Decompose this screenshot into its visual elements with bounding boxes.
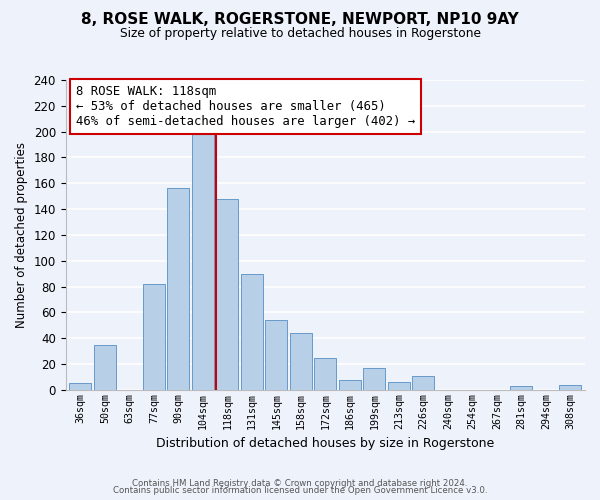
Bar	[192, 129, 214, 390]
Bar	[388, 382, 410, 390]
Text: Contains HM Land Registry data © Crown copyright and database right 2024.: Contains HM Land Registry data © Crown c…	[132, 478, 468, 488]
Text: 8, ROSE WALK, ROGERSTONE, NEWPORT, NP10 9AY: 8, ROSE WALK, ROGERSTONE, NEWPORT, NP10 …	[81, 12, 519, 28]
Bar	[290, 333, 312, 390]
Bar	[559, 384, 581, 390]
Text: 8 ROSE WALK: 118sqm
← 53% of detached houses are smaller (465)
46% of semi-detac: 8 ROSE WALK: 118sqm ← 53% of detached ho…	[76, 84, 415, 128]
Bar	[265, 320, 287, 390]
Text: Contains public sector information licensed under the Open Government Licence v3: Contains public sector information licen…	[113, 486, 487, 495]
Bar	[314, 358, 337, 390]
Bar	[94, 344, 116, 390]
Bar	[412, 376, 434, 390]
Bar	[143, 284, 165, 390]
Y-axis label: Number of detached properties: Number of detached properties	[15, 142, 28, 328]
Bar	[339, 380, 361, 390]
Bar	[70, 384, 91, 390]
Bar	[167, 188, 190, 390]
Bar	[510, 386, 532, 390]
Text: Size of property relative to detached houses in Rogerstone: Size of property relative to detached ho…	[119, 28, 481, 40]
Bar	[241, 274, 263, 390]
X-axis label: Distribution of detached houses by size in Rogerstone: Distribution of detached houses by size …	[156, 437, 494, 450]
Bar	[363, 368, 385, 390]
Bar	[217, 199, 238, 390]
